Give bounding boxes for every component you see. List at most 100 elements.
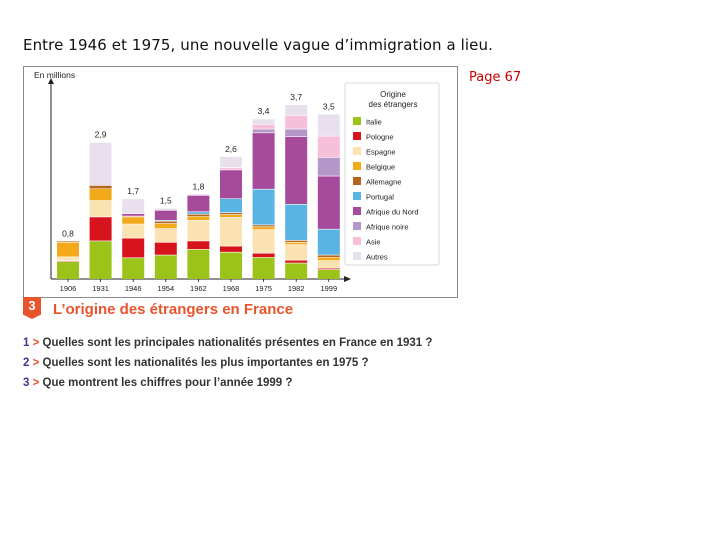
bar-segment: [317, 255, 340, 258]
bar-segment: [285, 136, 308, 205]
bar-segment: [285, 204, 308, 241]
legend-swatch: [353, 177, 361, 185]
x-tick-label: 1999: [320, 284, 337, 293]
question-item: 1 > Quelles sont les principales nationa…: [23, 333, 432, 353]
bar-segment: [187, 220, 210, 241]
legend-label: Allemagne: [366, 178, 401, 187]
bar-total-label: 0,8: [62, 228, 74, 238]
legend-label: Espagne: [366, 148, 396, 157]
bar-segment: [252, 119, 275, 125]
bar-total-label: 3,7: [290, 92, 302, 102]
bar-segment: [317, 269, 340, 279]
bar-segment: [220, 252, 242, 279]
bar-segment: [122, 257, 145, 279]
bar-total-label: 1,8: [192, 181, 204, 191]
bar-segment: [89, 142, 112, 186]
bar-segment: [317, 268, 340, 270]
y-axis-label: En millions: [34, 70, 75, 80]
question-arrow: >: [32, 337, 40, 349]
legend-label: Afrique noire: [366, 223, 409, 232]
question-item: 3 > Que montrent les chiffres pour l’ann…: [23, 373, 432, 393]
legend-swatch: [353, 207, 361, 215]
x-tick-label: 1962: [190, 284, 207, 293]
question-text: Que montrent les chiffres pour l’année 1…: [42, 377, 293, 389]
bar-segment: [220, 246, 242, 253]
bar-segment: [57, 242, 79, 257]
bar-segment: [187, 211, 210, 215]
figure-caption: 3 L’origine des étrangers en France: [23, 297, 456, 321]
bar-segment: [122, 199, 145, 214]
legend-label: Portugal: [366, 193, 394, 202]
x-tick-label: 1968: [223, 284, 240, 293]
question-arrow: >: [32, 377, 40, 389]
bar-segment: [252, 257, 275, 279]
bar-segment: [122, 213, 145, 217]
bar-segment: [285, 260, 308, 264]
bar-total-label: 2,9: [95, 130, 107, 140]
legend-label: Autres: [366, 253, 388, 262]
x-tick-label: 1946: [125, 284, 142, 293]
bar-segment: [154, 223, 177, 229]
bar-segment: [122, 216, 145, 225]
x-axis-arrow: [344, 276, 351, 282]
bar-segment: [154, 242, 177, 256]
bar-segment: [89, 188, 112, 201]
bar-segment: [187, 216, 210, 221]
bar-segment: [252, 226, 275, 230]
x-tick-label: 1906: [60, 284, 77, 293]
figure-title: L’origine des étrangers en France: [53, 301, 294, 318]
legend-swatch: [353, 162, 361, 170]
question-number: 1: [23, 337, 30, 349]
legend-title-line: Origine: [380, 90, 406, 99]
bar-segment: [89, 185, 112, 189]
legend-swatch: [353, 117, 361, 125]
bar-segment: [252, 129, 275, 133]
bar-segment: [317, 114, 340, 137]
bar-segment: [252, 124, 275, 130]
bar-segment: [285, 115, 308, 130]
question-number: 2: [23, 357, 30, 369]
bar-segment: [57, 261, 79, 279]
bar-segment: [317, 257, 340, 261]
bar-segment: [317, 136, 340, 158]
question-text: Quelles sont les nationalités les plus i…: [42, 357, 369, 369]
bar-segment: [57, 241, 79, 243]
bar-segment: [187, 194, 210, 196]
legend-box: [344, 82, 440, 266]
x-tick-label: 1954: [157, 284, 174, 293]
legend-swatch: [353, 147, 361, 155]
bar-segment: [285, 242, 308, 245]
bar-segment: [220, 156, 242, 168]
bar-segment: [187, 195, 210, 212]
question-number: 3: [23, 377, 30, 389]
bar-segment: [252, 229, 275, 254]
bar-segment: [285, 263, 308, 279]
bar-total-label: 2,6: [225, 144, 237, 154]
bar-segment: [187, 214, 210, 217]
bar-segment: [122, 224, 145, 239]
bar-segment: [252, 132, 275, 190]
bar-segment: [220, 198, 242, 213]
figure-number: 3: [23, 297, 41, 319]
bar-segment: [89, 200, 112, 217]
bar-total-label: 3,5: [323, 102, 335, 112]
bar-segment: [154, 220, 177, 222]
x-tick-label: 1931: [92, 284, 109, 293]
bar-segment: [57, 256, 79, 261]
bar-segment: [122, 238, 145, 258]
bar-segment: [317, 229, 340, 256]
bar-segment: [154, 208, 177, 211]
bar-segment: [285, 240, 308, 243]
bar-segment: [220, 217, 242, 247]
stacked-bar-chart: En millions 0,8 1906 2,9 1931 1,7 1946 1,5 1954 1…: [34, 70, 440, 293]
bar-segment: [89, 216, 112, 241]
slide-title: Entre 1946 et 1975, une nouvelle vague d…: [23, 36, 493, 54]
questions-list: 1 > Quelles sont les principales nationa…: [23, 333, 432, 393]
bar-segment: [252, 224, 275, 227]
x-tick-label: 1975: [255, 284, 272, 293]
bar-segment: [154, 210, 177, 221]
legend-label: Italie: [366, 118, 382, 127]
bar-segment: [57, 260, 79, 262]
x-tick-label: 1982: [288, 284, 305, 293]
bar-segment: [89, 240, 112, 279]
